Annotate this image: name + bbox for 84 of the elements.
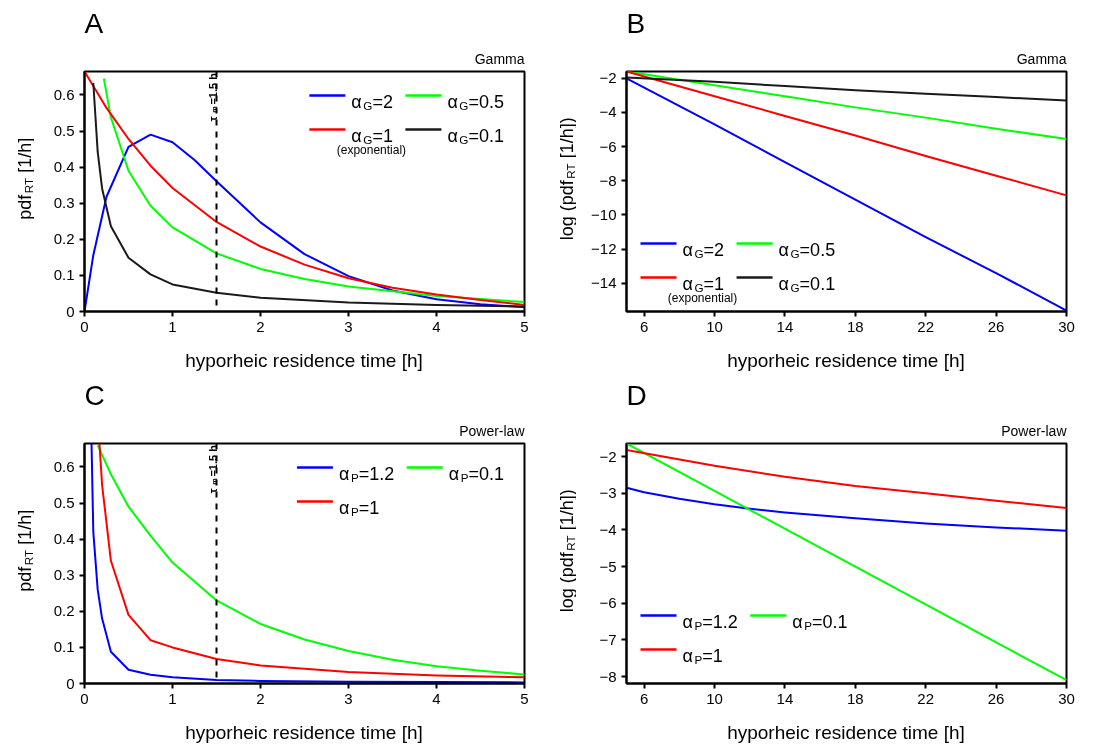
x-tick-label: 18 <box>846 317 864 335</box>
x-tick-label: 22 <box>917 317 935 335</box>
y-tick-label: 0.2 <box>53 230 75 248</box>
y-tick-label: −4 <box>599 103 617 121</box>
x-tick-label: 6 <box>639 689 649 707</box>
y-tick-label: −6 <box>599 137 617 155</box>
y-tick-label: 0.3 <box>53 194 75 212</box>
legend-label: αP=1.2 <box>338 463 395 484</box>
legend-label: αG=0.5 <box>447 91 505 112</box>
x-tick-label: 4 <box>432 317 441 335</box>
x-tick-label: 10 <box>706 689 723 707</box>
y-tick-label: −5 <box>599 557 617 575</box>
x-tick-label: 5 <box>520 317 529 335</box>
y-tick-label: 0.2 <box>53 602 75 620</box>
x-tick-label: 22 <box>917 689 935 707</box>
x-tick-label: 2 <box>256 317 265 335</box>
legend-label: αP=0.1 <box>792 611 848 632</box>
chart-subtitle: Gamma <box>1016 50 1067 67</box>
chart-subtitle: Power-law <box>459 422 526 439</box>
legend-label: αG=2 <box>351 91 393 112</box>
legend-label: αG=0.1 <box>778 273 836 294</box>
x-tick-label: 26 <box>987 689 1005 707</box>
y-tick-label: −4 <box>599 520 617 538</box>
x-tick-label: 1 <box>168 689 177 707</box>
x-axis-title: hyporheic residence time [h] <box>185 350 423 371</box>
x-axis-title: hyporheic residence time [h] <box>727 350 965 371</box>
x-axis-title: hyporheic residence time [h] <box>185 722 423 743</box>
x-tick-label: 30 <box>1058 317 1075 335</box>
y-tick-label: −2 <box>599 69 617 87</box>
legend-label: αP=1 <box>338 497 380 518</box>
x-axis-title: hyporheic residence time [h] <box>727 722 965 743</box>
y-tick-label: 0.4 <box>53 530 75 548</box>
legend-label: αP=1.2 <box>682 611 738 632</box>
x-tick-label: 26 <box>987 317 1005 335</box>
x-tick-label: 3 <box>344 689 353 707</box>
x-tick-label: 0 <box>80 317 89 335</box>
y-tick-label: 0.6 <box>53 85 75 103</box>
legend-label: αG=0.1 <box>447 125 505 146</box>
y-tick-label: 0.6 <box>53 457 75 475</box>
x-tick-label: 30 <box>1058 689 1075 707</box>
x-tick-label: 18 <box>846 689 864 707</box>
y-tick-label: 0.4 <box>53 158 75 176</box>
x-tick-label: 14 <box>776 689 794 707</box>
chart-title: B <box>626 7 646 39</box>
chart-subtitle: Power-law <box>1001 422 1068 439</box>
y-tick-label: 0 <box>66 674 75 692</box>
chart-title: A <box>84 7 104 39</box>
legend-label: αG=1 (exponential) <box>336 125 407 157</box>
y-tick-label: 0.3 <box>53 566 75 584</box>
chart-title: C <box>84 379 105 411</box>
y-tick-label: 0.5 <box>53 494 75 512</box>
y-tick-label: −3 <box>599 484 617 502</box>
y-tick-label: 0.5 <box>53 122 75 140</box>
legend-label: αG=1 (exponential) <box>667 273 738 305</box>
legend-label: αG=0.5 <box>778 239 836 260</box>
legend-label: αP=0.1 <box>448 463 505 484</box>
legend-label: αG=2 <box>682 239 725 260</box>
x-tick-label: 6 <box>639 317 649 335</box>
y-tick-label: 0.1 <box>53 638 75 656</box>
y-tick-label: −2 <box>599 447 617 465</box>
y-tick-label: 0 <box>66 302 75 320</box>
chart-title: D <box>626 379 647 411</box>
x-tick-label: 3 <box>344 317 353 335</box>
y-tick-label: −7 <box>599 630 617 648</box>
legend-label: αP=1 <box>682 645 723 666</box>
y-tick-label: −14 <box>591 274 617 292</box>
y-tick-label: 0.1 <box>53 266 75 284</box>
y-tick-label: −8 <box>599 667 617 685</box>
y-tick-label: −6 <box>599 594 617 612</box>
y-tick-label: −8 <box>599 171 617 189</box>
x-tick-label: 5 <box>520 689 529 707</box>
y-axis-title: log (pdfRT [1/h]) <box>556 117 577 241</box>
x-tick-label: 1 <box>168 317 177 335</box>
y-tick-label: −12 <box>591 240 617 258</box>
y-axis-title: log (pdfRT [1/h]) <box>556 489 577 613</box>
y-axis-title: pdfRT [1/h] <box>14 137 35 220</box>
x-tick-label: 4 <box>432 689 441 707</box>
x-tick-label: 2 <box>256 689 265 707</box>
x-tick-label: 14 <box>776 317 794 335</box>
x-tick-label: 10 <box>706 317 723 335</box>
y-tick-label: −10 <box>591 205 617 223</box>
chart-subtitle: Gamma <box>474 50 525 67</box>
y-axis-title: pdfRT [1/h] <box>14 509 35 592</box>
x-tick-label: 0 <box>80 689 89 707</box>
